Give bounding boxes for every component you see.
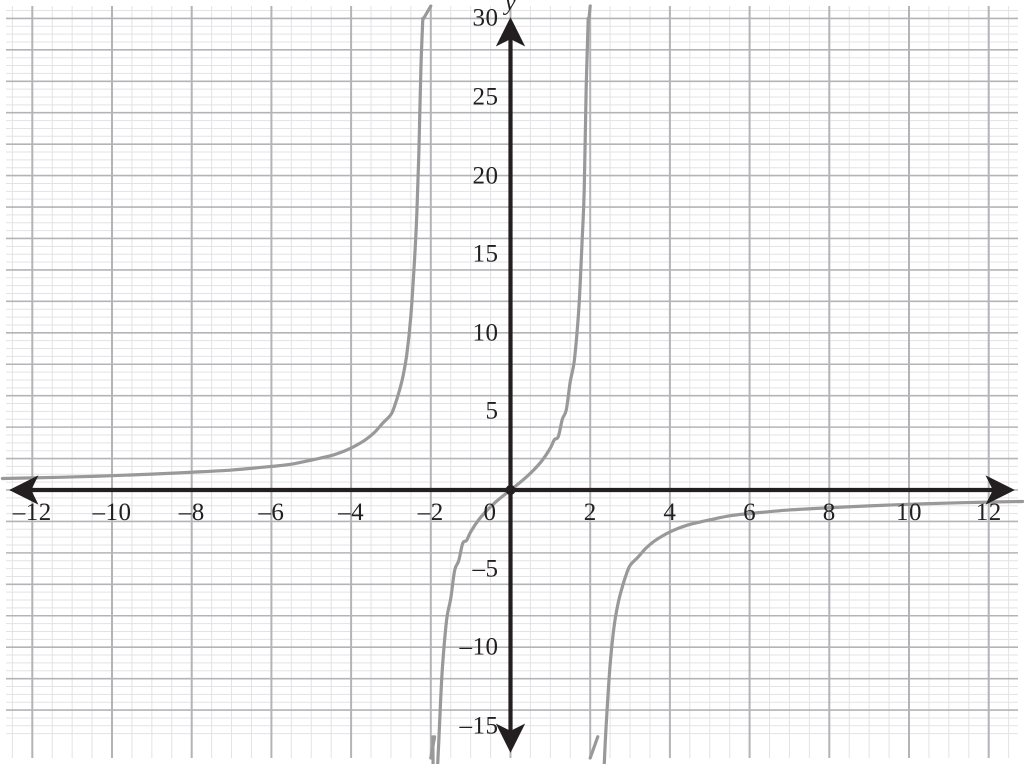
- x-tick-label-neg10: ‒10: [92, 499, 132, 526]
- y-tick-label-neg5: ‒5: [472, 555, 499, 583]
- x-tick-label-2: 2: [583, 499, 597, 526]
- asymptote-tail: [587, 4, 592, 20]
- y-tick-label-5: 5: [485, 397, 499, 425]
- x-tick-label-4: 4: [663, 499, 677, 526]
- x-tick-label-neg2: ‒2: [417, 499, 444, 526]
- asymptote-tail: [429, 735, 437, 760]
- asymptote-tail: [422, 4, 433, 20]
- x-tick-label-0: 0: [483, 499, 497, 526]
- x-tick-label-10: 10: [896, 499, 922, 526]
- x-tick-label-neg12: ‒12: [12, 499, 52, 526]
- y-tick-label-neg15: ‒15: [459, 712, 499, 740]
- x-tick-label-neg6: ‒6: [258, 499, 285, 526]
- y-tick-label-10: 10: [472, 319, 499, 347]
- curve-branch-left-branch: [0, 16, 425, 481]
- x-tick-label-6: 6: [743, 499, 757, 526]
- y-tick-label-30: 30: [472, 4, 499, 32]
- x-tick-label-12: 12: [975, 499, 1002, 526]
- y-axis-label: y: [505, 0, 516, 16]
- x-tick-label-neg4: ‒4: [338, 499, 365, 526]
- x-tick-label-neg8: ‒8: [178, 499, 205, 526]
- y-tick-label-neg10: ‒10: [459, 633, 499, 661]
- y-tick-label-15: 15: [472, 240, 499, 268]
- asymptote-tail: [588, 735, 600, 760]
- origin-point: [505, 485, 516, 495]
- function-curve: [0, 4, 1024, 764]
- y-tick-label-25: 25: [472, 83, 499, 111]
- curve-branch-right-branch: [602, 499, 1024, 764]
- origin-dot: [505, 485, 516, 495]
- curve-branch-middle-right-branch: [508, 16, 590, 492]
- x-tick-label-8: 8: [822, 499, 836, 526]
- curve-branch-middle-left-branch: [431, 488, 513, 764]
- y-tick-label-20: 20: [472, 162, 499, 190]
